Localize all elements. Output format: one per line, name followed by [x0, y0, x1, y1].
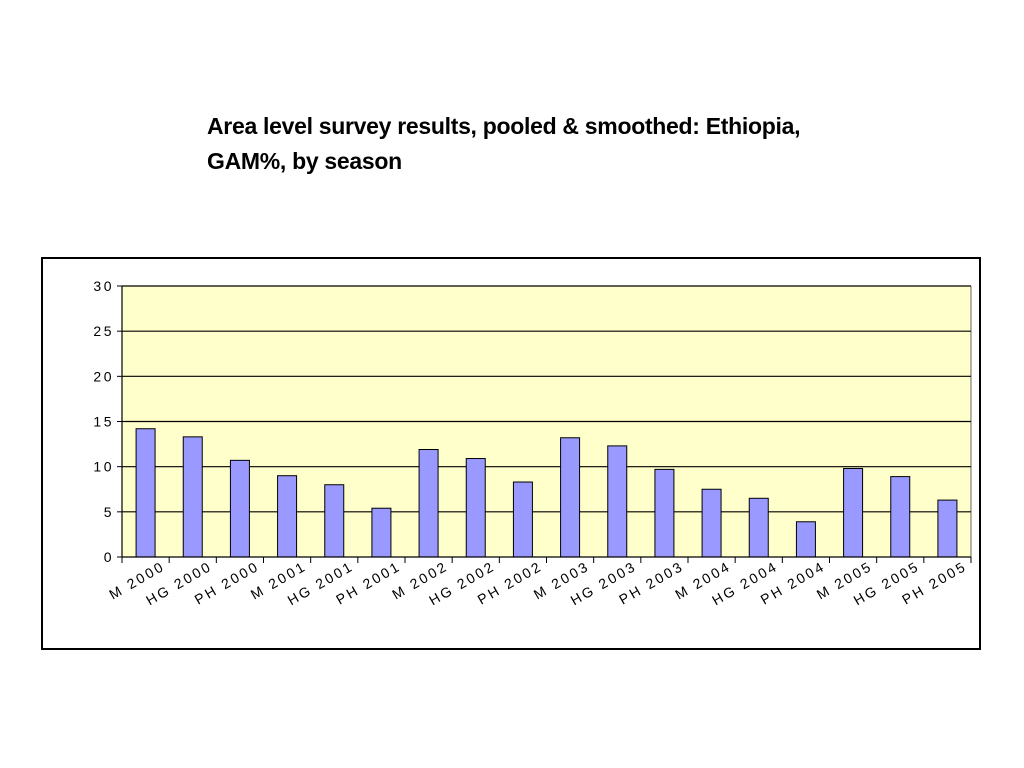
bar: [277, 475, 298, 558]
bar: [512, 481, 533, 558]
bar: [890, 476, 911, 558]
bar: [843, 467, 864, 558]
bar: [795, 521, 816, 558]
bar: [560, 437, 581, 558]
y-tick-label: 20: [93, 368, 114, 384]
bar: [418, 449, 439, 558]
bar: [229, 459, 250, 558]
y-tick-label: 30: [93, 278, 114, 294]
axes: [117, 285, 972, 563]
y-tick-label: 0: [104, 549, 114, 565]
y-tick-label: 25: [93, 323, 114, 339]
bar: [182, 436, 203, 558]
y-tick-label: 5: [104, 504, 114, 520]
y-tick-label: 10: [93, 459, 114, 475]
y-tick-label: 15: [93, 414, 114, 430]
bar: [701, 488, 722, 558]
bar: [324, 484, 345, 558]
bar: [654, 468, 675, 558]
slide-title: Area level survey results, pooled & smoo…: [207, 109, 907, 179]
bars: [135, 428, 958, 558]
slide-title-line-2: GAM%, by season: [207, 148, 402, 174]
slide-title-line-1: Area level survey results, pooled & smoo…: [207, 113, 801, 139]
bar: [607, 445, 628, 558]
bar: [748, 497, 769, 558]
bar: [937, 499, 958, 558]
bar: [465, 458, 486, 558]
bar: [135, 428, 156, 558]
chart-frame: 0 5 10 15 20 25 30 M 2000 HG 2000 PH 2000 M 2001 HG…: [41, 257, 981, 650]
bar: [371, 507, 392, 558]
